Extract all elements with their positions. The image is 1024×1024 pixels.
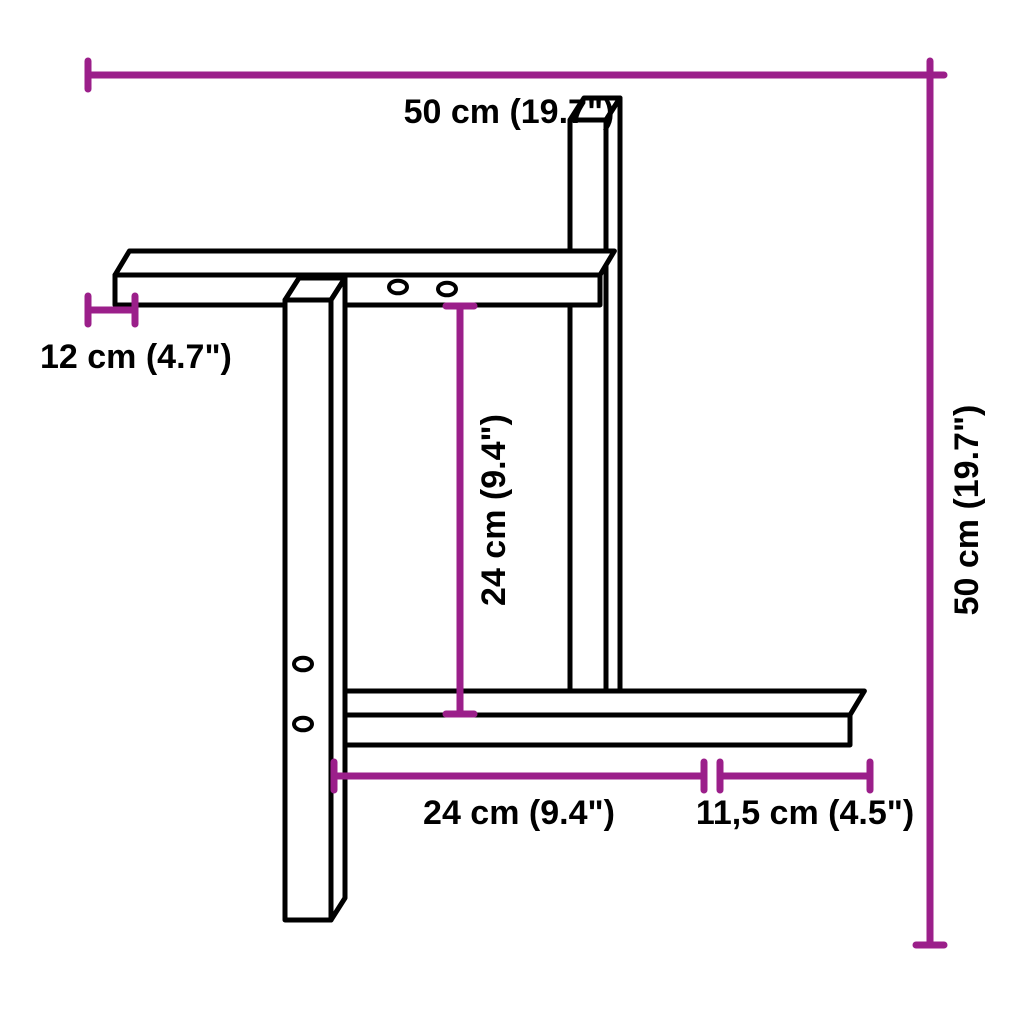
dim-depth: 12 cm (4.7") bbox=[40, 338, 232, 376]
dim-top-width: 50 cm (19.7") bbox=[404, 93, 615, 131]
dim-inner-height: 24 cm (9.4") bbox=[475, 414, 513, 606]
dim-bottom-a: 24 cm (9.4") bbox=[423, 794, 615, 832]
dimensions: 50 cm (19.7") 50 cm (19.7") 12 cm (4.7") 24… bbox=[40, 61, 986, 945]
dim-right-height: 50 cm (19.7") bbox=[948, 405, 986, 616]
dim-bottom-b: 11,5 cm (4.5") bbox=[696, 794, 914, 832]
